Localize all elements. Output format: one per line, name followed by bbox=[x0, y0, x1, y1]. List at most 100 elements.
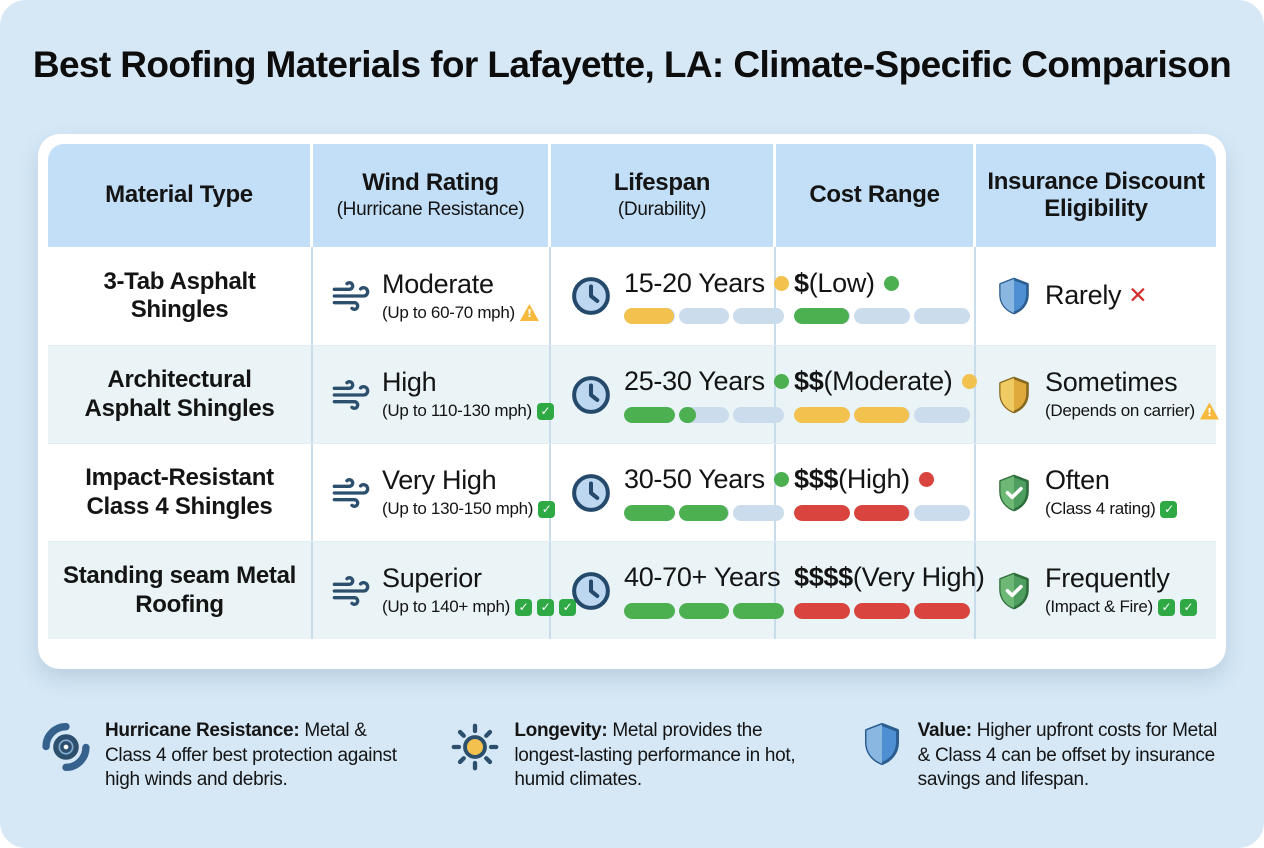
insurance-cell: Frequently (Impact & Fire) ✓ ✓ bbox=[976, 542, 1216, 639]
note-text: Hurricane Resistance: Metal & Class 4 of… bbox=[105, 720, 397, 791]
comparison-table-card: Material Type Wind Rating (Hurricane Res… bbox=[38, 134, 1226, 669]
header-subtitle: (Hurricane Resistance) bbox=[336, 198, 525, 220]
cost-progress-bar bbox=[794, 406, 970, 423]
header-title: Material Type bbox=[105, 181, 253, 209]
wind-rating-detail: (Up to 60-70 mph) ! bbox=[382, 302, 539, 323]
material-name: 3-Tab Asphalt Shingles bbox=[103, 267, 256, 323]
material-cell: Standing seam Metal Roofing bbox=[48, 542, 313, 639]
insurance-detail-badges: ✓ bbox=[1155, 500, 1178, 518]
insurance-value: Rarely ✕ bbox=[1045, 280, 1148, 311]
check-icon: ✓ bbox=[536, 402, 554, 420]
lifespan-cell: 40-70+ Years bbox=[551, 542, 785, 639]
check-icon: ✓ bbox=[514, 598, 532, 616]
clock-icon bbox=[569, 569, 613, 613]
insurance-cell: Often (Class 4 rating) ✓ bbox=[976, 444, 1216, 541]
cost-progress-bar bbox=[794, 308, 970, 325]
lifespan-cell: 15-20 Years bbox=[551, 247, 789, 345]
lifespan-dot bbox=[773, 472, 789, 488]
insurance-detail: (Class 4 rating) ✓ bbox=[1045, 498, 1178, 519]
cost-symbol: $ bbox=[794, 267, 809, 298]
wind-badges: ✓ bbox=[532, 402, 554, 420]
note-text: Longevity: Metal provides the longest-la… bbox=[514, 720, 796, 791]
material-cell: Architectural Asphalt Shingles bbox=[48, 346, 313, 443]
table-row: Architectural Asphalt Shingles High (Up bbox=[48, 345, 1219, 443]
note-hurricane-resistance: Hurricane Resistance: Metal & Class 4 of… bbox=[40, 719, 405, 793]
table-row: 3-Tab Asphalt Shingles Moderate (Up to bbox=[48, 247, 1216, 345]
check-icon: ✓ bbox=[558, 598, 576, 616]
wind-rating-cell: Very High (Up to 130-150 mph) ✓ bbox=[313, 444, 556, 541]
wind-badges: ! bbox=[515, 304, 539, 322]
material-cell: 3-Tab Asphalt Shingles bbox=[48, 247, 313, 345]
wind-badges: ✓ ✓ ✓ bbox=[510, 598, 576, 616]
cost-value: $$ (Moderate) bbox=[794, 366, 977, 397]
note-text: Value: Higher upfront costs for Metal & … bbox=[917, 720, 1218, 791]
check-icon: ✓ bbox=[1160, 500, 1178, 518]
wind-rating-detail: (Up to 130-150 mph) ✓ bbox=[382, 498, 556, 519]
wind-rating-cell: Moderate (Up to 60-70 mph) ! bbox=[313, 247, 551, 345]
sun-icon bbox=[449, 721, 501, 773]
wind-rating-value: High bbox=[382, 367, 437, 398]
wind-rating-value: Moderate bbox=[382, 268, 494, 299]
table-header-row: Material Type Wind Rating (Hurricane Res… bbox=[48, 144, 1216, 247]
insurance-value-badges: ✕ bbox=[1121, 283, 1147, 309]
table-body: 3-Tab Asphalt Shingles Moderate (Up to bbox=[48, 247, 1219, 639]
insurance-value: Often bbox=[1045, 465, 1110, 496]
header-title: Insurance Discount Eligibility bbox=[987, 167, 1205, 222]
wind-icon bbox=[331, 473, 371, 513]
check-icon: ✓ bbox=[538, 500, 556, 518]
cost-dot bbox=[883, 275, 899, 291]
wind-badges: ✓ bbox=[533, 500, 556, 518]
cost-dot bbox=[961, 374, 977, 390]
lifespan-value: 30-50 Years bbox=[624, 464, 789, 495]
insurance-cell: Rarely ✕ bbox=[976, 247, 1216, 345]
note-value: Value: Higher upfront costs for Metal & … bbox=[859, 719, 1224, 793]
header-cell-lifespan: Lifespan (Durability) bbox=[551, 144, 776, 247]
wind-rating-cell: High (Up to 110-130 mph) ✓ bbox=[313, 346, 554, 443]
header-cell-material-type: Material Type bbox=[48, 144, 313, 247]
footer-notes: Hurricane Resistance: Metal & Class 4 of… bbox=[0, 719, 1264, 793]
check-icon: ✓ bbox=[1157, 598, 1175, 616]
material-name: Impact-Resistant Class 4 Shingles bbox=[85, 464, 274, 520]
header-cell-wind-rating: Wind Rating (Hurricane Resistance) bbox=[313, 144, 551, 247]
cost-range-cell: $$$ (High) bbox=[776, 444, 976, 541]
hurricane-icon bbox=[40, 721, 92, 773]
shield-icon bbox=[994, 473, 1034, 513]
cost-dot bbox=[918, 472, 934, 488]
warning-icon: ! bbox=[519, 304, 539, 322]
cost-range-cell: $ (Low) bbox=[776, 247, 976, 345]
material-cell: Impact-Resistant Class 4 Shingles bbox=[48, 444, 313, 541]
insurance-cell: Sometimes (Depends on carrier) ! bbox=[976, 346, 1219, 443]
warning-icon: ! bbox=[1199, 402, 1219, 420]
wind-icon bbox=[331, 276, 371, 316]
lifespan-cell: 30-50 Years bbox=[551, 444, 789, 541]
cost-progress-bar bbox=[794, 504, 970, 521]
wind-rating-value: Superior bbox=[382, 563, 482, 594]
shield-icon bbox=[994, 375, 1034, 415]
clock-icon bbox=[569, 274, 613, 318]
insurance-detail: (Impact & Fire) ✓ ✓ bbox=[1045, 596, 1197, 617]
insurance-value: Frequently bbox=[1045, 563, 1170, 594]
lifespan-dot bbox=[773, 374, 789, 390]
table-row: Standing seam Metal Roofing Superior (U bbox=[48, 541, 1216, 639]
cost-value: $$$$ (Very High) bbox=[794, 562, 985, 593]
insurance-detail: (Depends on carrier) ! bbox=[1045, 400, 1219, 421]
wind-rating-value: Very High bbox=[382, 465, 497, 496]
cost-value: $$$ (High) bbox=[794, 464, 964, 495]
wind-rating-cell: Superior (Up to 140+ mph) ✓ ✓ ✓ bbox=[313, 542, 576, 639]
lifespan-progress-bar bbox=[624, 504, 785, 521]
cost-range-cell: $$$$ (Very High) bbox=[776, 542, 985, 639]
header-title: Wind Rating bbox=[362, 169, 499, 197]
lifespan-dot bbox=[773, 275, 789, 291]
shield-icon bbox=[859, 721, 905, 767]
lifespan-progress-bar bbox=[624, 308, 785, 325]
shield-icon bbox=[994, 571, 1034, 611]
cost-value: $ (Low) bbox=[794, 268, 964, 299]
cost-symbol: $$ bbox=[794, 366, 824, 397]
header-title: Lifespan bbox=[613, 169, 711, 197]
insurance-detail-badges: ✓ ✓ bbox=[1153, 598, 1197, 616]
cost-symbol: $$$$ bbox=[794, 562, 853, 593]
wind-icon bbox=[331, 375, 371, 415]
note-longevity: Longevity: Metal provides the longest-la… bbox=[449, 719, 814, 793]
clock-icon bbox=[569, 471, 613, 515]
